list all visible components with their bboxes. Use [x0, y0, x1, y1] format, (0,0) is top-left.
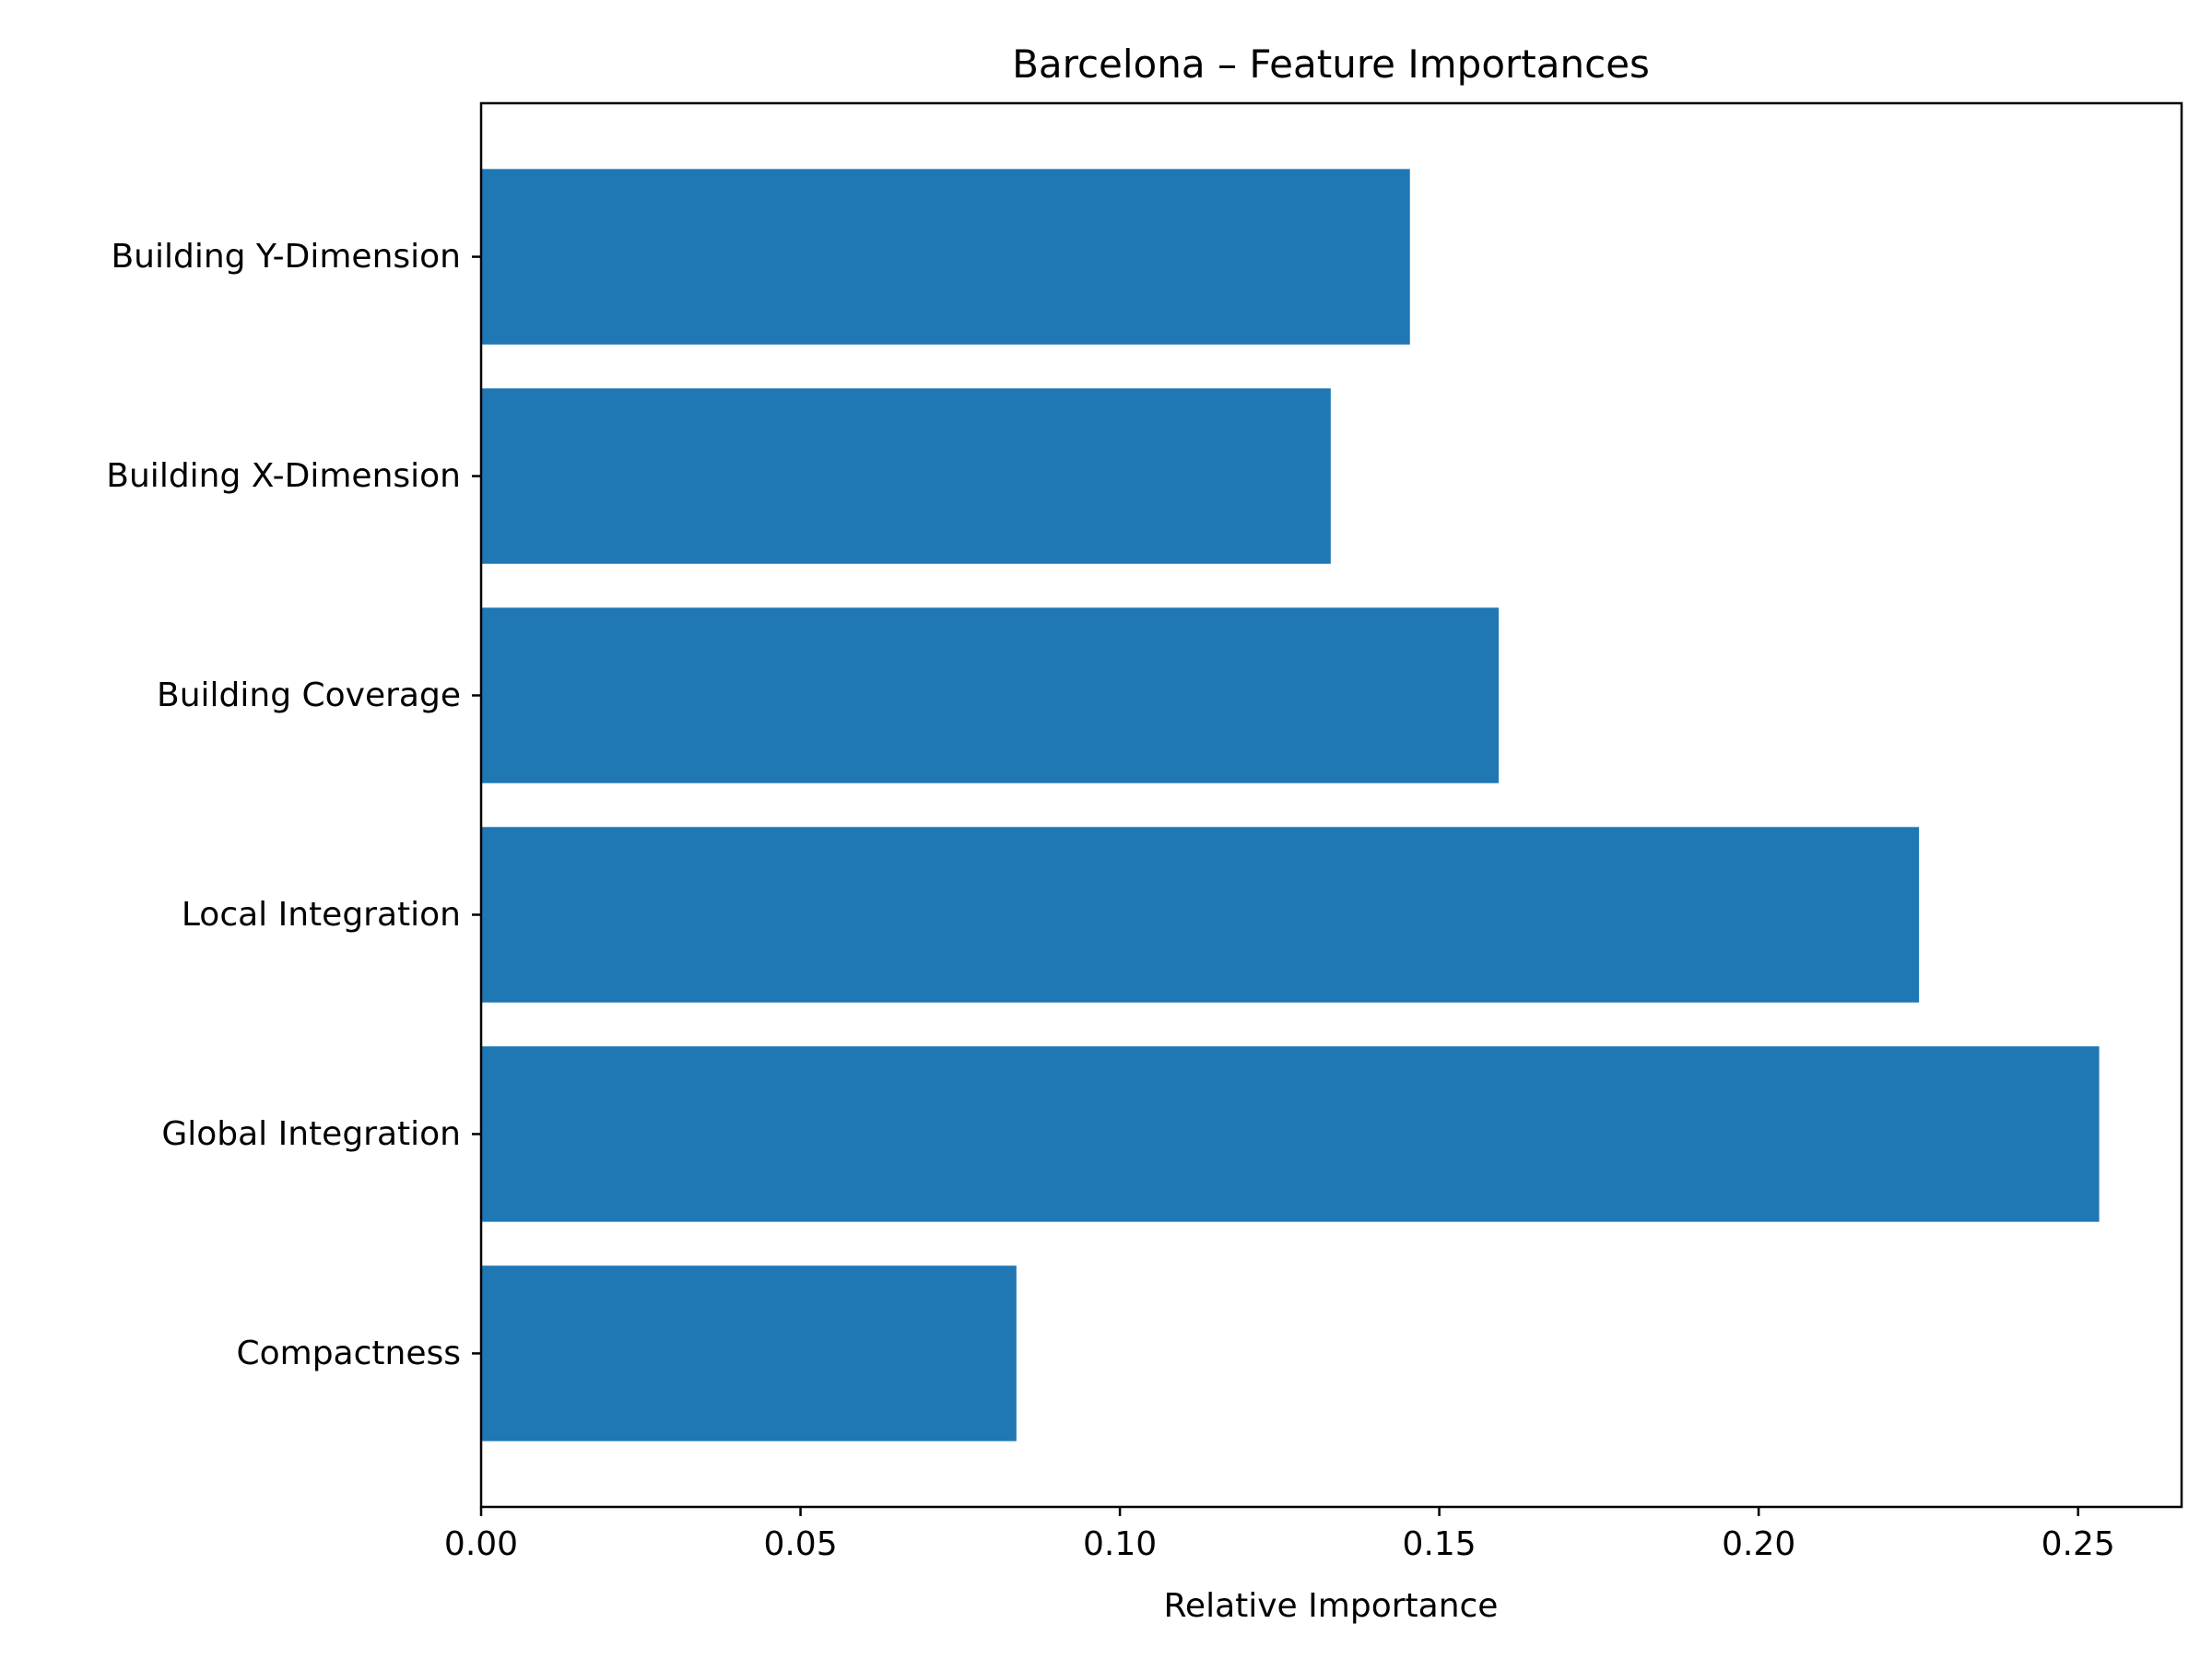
bar-global-integration — [481, 1046, 2100, 1222]
x-tick-label: 0.20 — [1722, 1525, 1795, 1563]
chart-title: Barcelona – Feature Importances — [1012, 41, 1650, 87]
bar-building-x-dimension — [481, 388, 1331, 564]
y-tick-label: Building Y-Dimension — [111, 238, 461, 276]
bar-building-coverage — [481, 607, 1500, 783]
bars-layer — [481, 169, 2100, 1441]
y-tick-label: Building X-Dimension — [106, 457, 461, 495]
x-axis-label: Relative Importance — [1164, 1587, 1499, 1625]
y-tick-label: Building Coverage — [157, 677, 461, 714]
x-tick-label: 0.00 — [444, 1525, 518, 1563]
x-tick-label: 0.15 — [1403, 1525, 1477, 1563]
bar-local-integration — [481, 827, 1920, 1003]
x-tick-label: 0.10 — [1083, 1525, 1157, 1563]
plot-frame — [479, 101, 2183, 1509]
bar-compactness — [481, 1265, 1017, 1441]
y-tick-label: Compactness — [236, 1335, 461, 1372]
y-tick-label: Local Integration — [182, 896, 461, 934]
x-axis-ticks: 0.00 0.05 0.10 0.15 0.20 0.25 — [444, 1507, 2115, 1563]
bar-building-y-dimension — [481, 169, 1410, 345]
x-tick-label: 0.25 — [2041, 1525, 2115, 1563]
y-axis-ticks: Compactness Global Integration Local Integ… — [106, 238, 481, 1372]
x-tick-label: 0.05 — [763, 1525, 837, 1563]
y-tick-label: Global Integration — [161, 1115, 461, 1153]
